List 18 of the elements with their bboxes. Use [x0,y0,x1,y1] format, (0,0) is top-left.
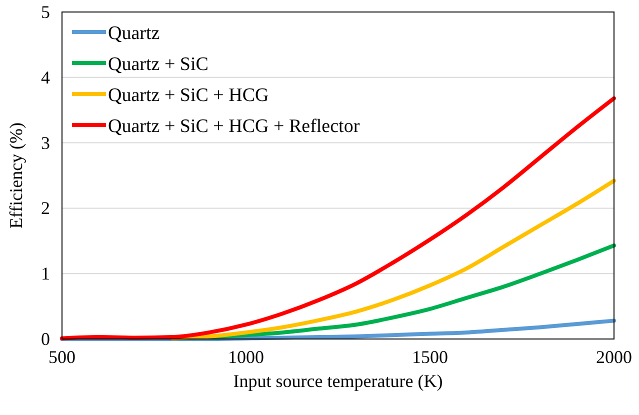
x-tick-label: 1500 [412,347,448,367]
y-tick-label: 1 [41,264,50,284]
legend-label: Quartz + SiC + HCG + Reflector [108,116,360,137]
x-tick-label: 1000 [228,347,264,367]
legend-label: Quartz + SiC + HCG [108,85,270,106]
y-tick-label: 4 [41,67,50,88]
line-series [170,178,616,340]
x-axis-title: Input source temperature (K) [233,371,443,391]
y-tick-label: 2 [41,198,50,218]
y-tick-label: 5 [41,2,50,22]
x-tick-label: 2000 [596,347,632,367]
y-tick-label: 3 [41,132,50,153]
y-axis-title: Efficiency (%) [6,122,26,229]
y-tick-label: 0 [41,329,50,349]
legend-label: Quartz + SiC [108,54,208,75]
line-series [60,318,616,341]
legend-label: Quartz [108,23,160,44]
x-tick-label: 500 [48,347,76,367]
